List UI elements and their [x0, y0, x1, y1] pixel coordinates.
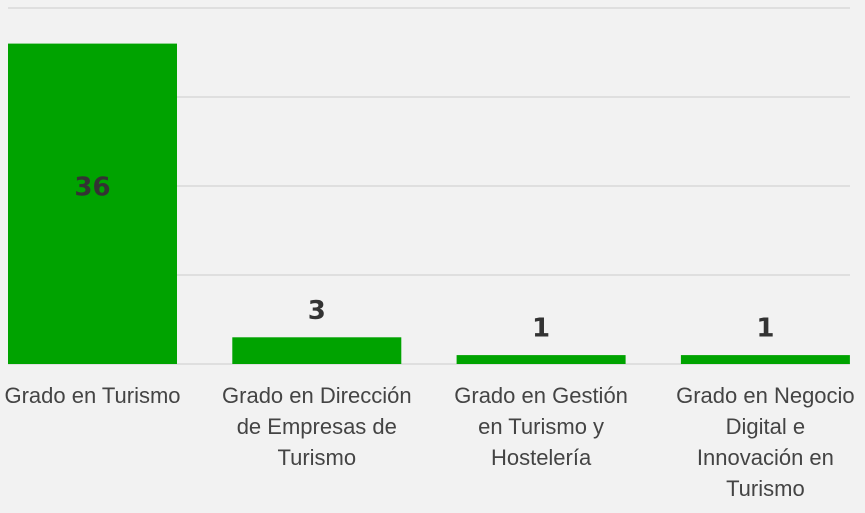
x-tick-label: Grado en Dirección de Empresas de Turism… [222, 383, 412, 470]
bar [232, 337, 402, 364]
value-label: 3 [308, 296, 326, 326]
x-tick-label: Grado en Turismo [4, 383, 181, 408]
value-label: 36 [74, 172, 110, 202]
bar [680, 355, 850, 364]
x-tick-label: Grado en Gestión en Turismo y Hostelería [454, 383, 628, 470]
bar [456, 355, 626, 364]
bar [8, 43, 177, 364]
value-label: 1 [532, 314, 550, 344]
value-label: 1 [756, 314, 774, 344]
x-tick-label: Grado en Negocio Digital e Innovación en… [676, 383, 855, 501]
